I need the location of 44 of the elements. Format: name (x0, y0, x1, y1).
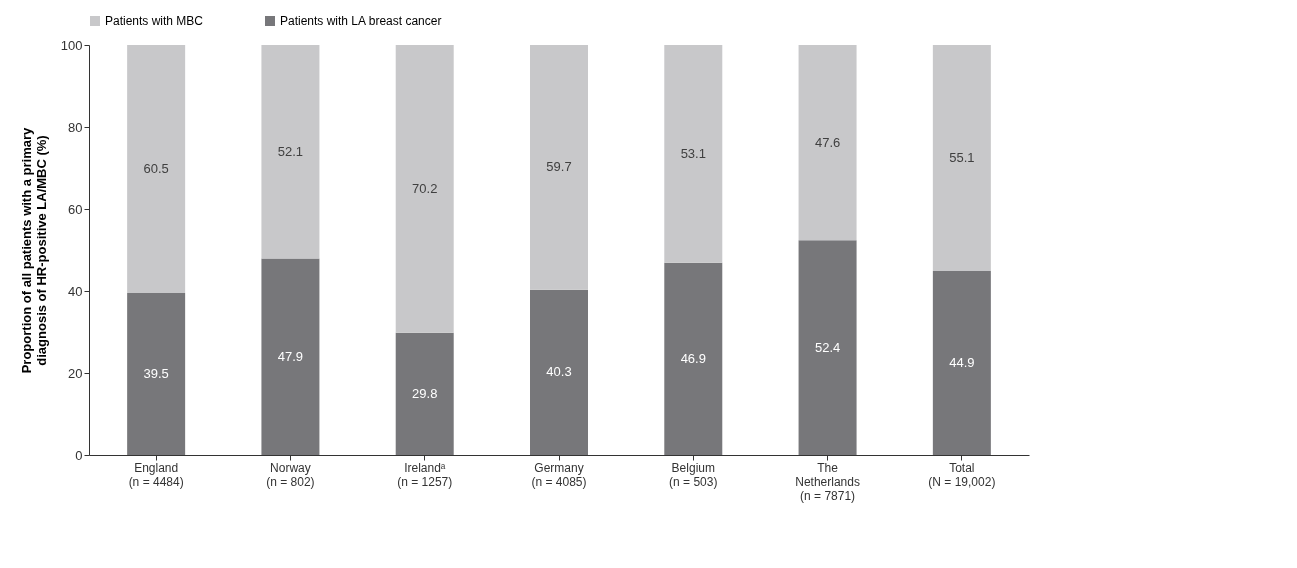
bar (932, 270, 991, 455)
y-tick-label: 20 (68, 365, 83, 381)
data-label: 46.9 (680, 350, 706, 366)
legend-label: Patients with LA breast cancer (280, 14, 442, 28)
data-label: 70.2 (412, 180, 438, 196)
bar (395, 332, 454, 455)
y-tick-label: 0 (75, 447, 83, 463)
x-tick-label: Total (N = 19,002) (928, 460, 996, 489)
x-tick-label: Belgium (n = 503) (669, 460, 718, 489)
bar (127, 293, 186, 455)
data-label: 29.8 (412, 385, 438, 401)
data-label: 40.3 (546, 364, 572, 380)
data-label: 60.5 (143, 161, 169, 177)
x-tick-label: England (n = 4484) (128, 460, 184, 489)
bar (530, 45, 588, 290)
data-label: 39.5 (143, 366, 169, 382)
data-label: 52.4 (814, 339, 841, 355)
legend-label: Patients with MBC (105, 14, 204, 28)
y-axis-title: Proportion of all patients with a primary diagnosis of HR-positive LA/MBC (%) (18, 126, 49, 374)
bar (261, 258, 320, 455)
bar (798, 240, 857, 455)
data-label: 55.1 (949, 149, 975, 165)
data-label: 59.7 (546, 159, 572, 175)
bar (932, 45, 991, 271)
data-label: 47.6 (814, 134, 841, 150)
y-tick-label: 100 (60, 37, 83, 53)
bar (395, 45, 454, 333)
data-label: 53.1 (680, 145, 706, 161)
bar (127, 45, 186, 294)
x-tick-label: Irelandᵃ (n = 1257) (397, 460, 453, 489)
bar (798, 45, 857, 241)
bar (664, 45, 723, 263)
x-tick-label: Germany (n = 4085) (531, 460, 587, 489)
data-label: 47.9 (277, 348, 304, 364)
bar (664, 262, 723, 455)
bar (261, 45, 320, 259)
y-tick-label: 60 (68, 201, 83, 217)
x-tick-label: Norway (n = 802) (266, 460, 315, 489)
x-tick-label: The Netherlands (n = 7871) (795, 460, 860, 503)
y-tick-label: 80 (68, 119, 83, 135)
y-tick-label: 40 (68, 283, 83, 299)
data-label: 52.1 (277, 143, 304, 159)
data-label: 44.9 (949, 354, 975, 370)
bar (530, 289, 588, 455)
